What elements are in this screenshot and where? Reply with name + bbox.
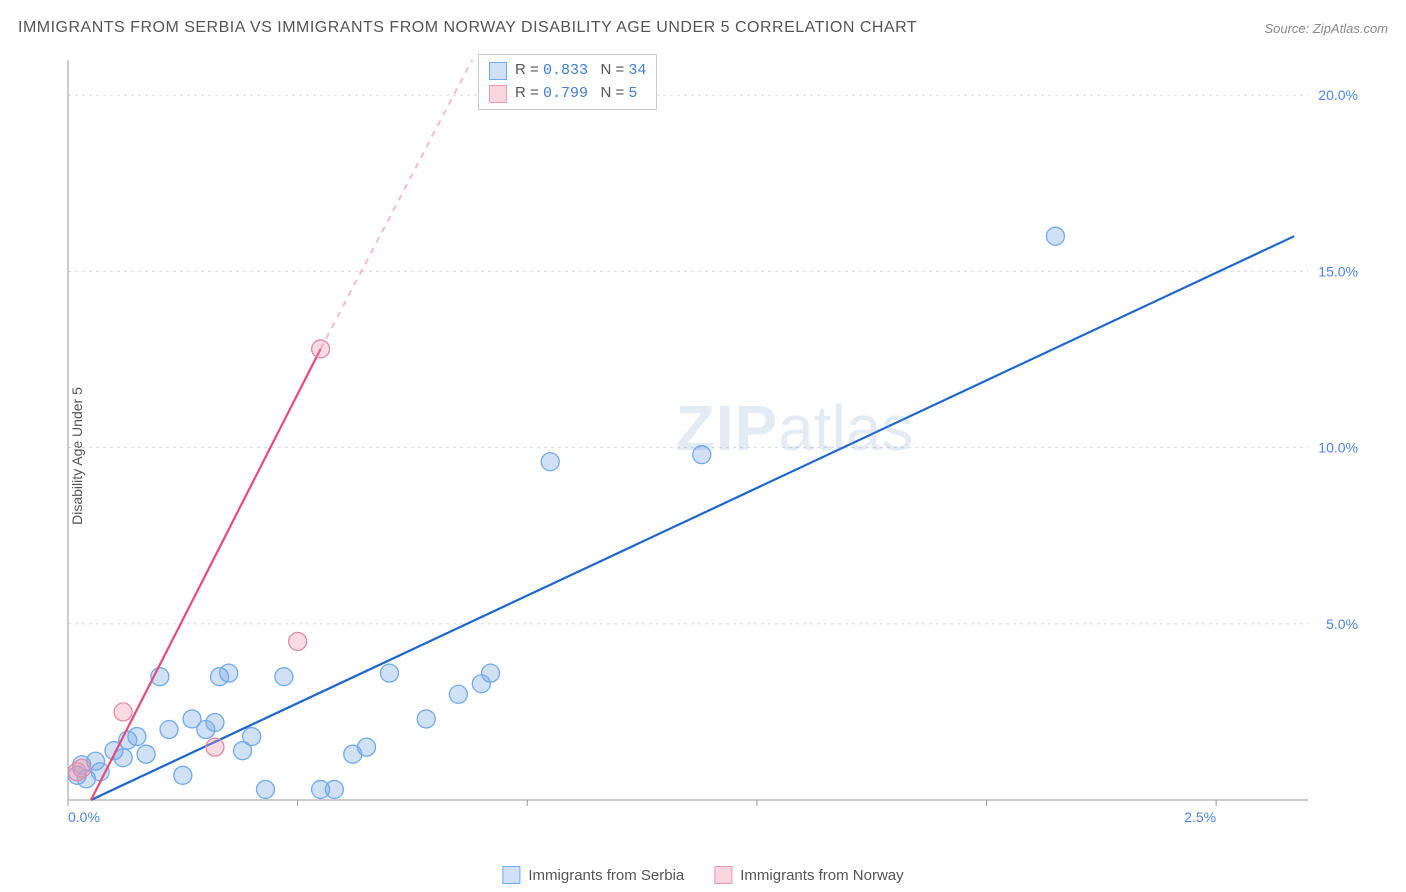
legend-item: Immigrants from Norway	[714, 866, 903, 884]
svg-text:0.0%: 0.0%	[68, 809, 100, 825]
series-swatch	[489, 85, 507, 103]
scatter-chart: 5.0% 10.0% 15.0% 20.0% 0.0% 2.5%	[58, 50, 1378, 830]
svg-text:5.0%: 5.0%	[1326, 616, 1358, 632]
correlation-info-box: R = 0.833 N = 34 R = 0.799 N = 5	[478, 54, 657, 110]
header: IMMIGRANTS FROM SERBIA VS IMMIGRANTS FRO…	[0, 0, 1406, 48]
svg-text:15.0%: 15.0%	[1318, 263, 1358, 279]
legend: Immigrants from Serbia Immigrants from No…	[502, 866, 903, 884]
legend-swatch	[502, 866, 520, 884]
svg-text:20.0%: 20.0%	[1318, 87, 1358, 103]
source-label: Source: ZipAtlas.com	[1264, 21, 1388, 36]
svg-text:2.5%: 2.5%	[1184, 809, 1216, 825]
chart-title: IMMIGRANTS FROM SERBIA VS IMMIGRANTS FRO…	[18, 19, 917, 37]
info-text: R = 0.799 N = 5	[515, 82, 637, 105]
svg-text:10.0%: 10.0%	[1318, 440, 1358, 456]
info-text: R = 0.833 N = 34	[515, 59, 646, 82]
legend-swatch	[714, 866, 732, 884]
series-swatch	[489, 62, 507, 80]
legend-item: Immigrants from Serbia	[502, 866, 684, 884]
plot-container: Disability Age Under 5 5.0%10.0%15.0%20.…	[18, 50, 1388, 862]
info-row: R = 0.799 N = 5	[489, 82, 646, 105]
legend-label: Immigrants from Norway	[740, 867, 903, 884]
info-row: R = 0.833 N = 34	[489, 59, 646, 82]
legend-label: Immigrants from Serbia	[528, 867, 684, 884]
